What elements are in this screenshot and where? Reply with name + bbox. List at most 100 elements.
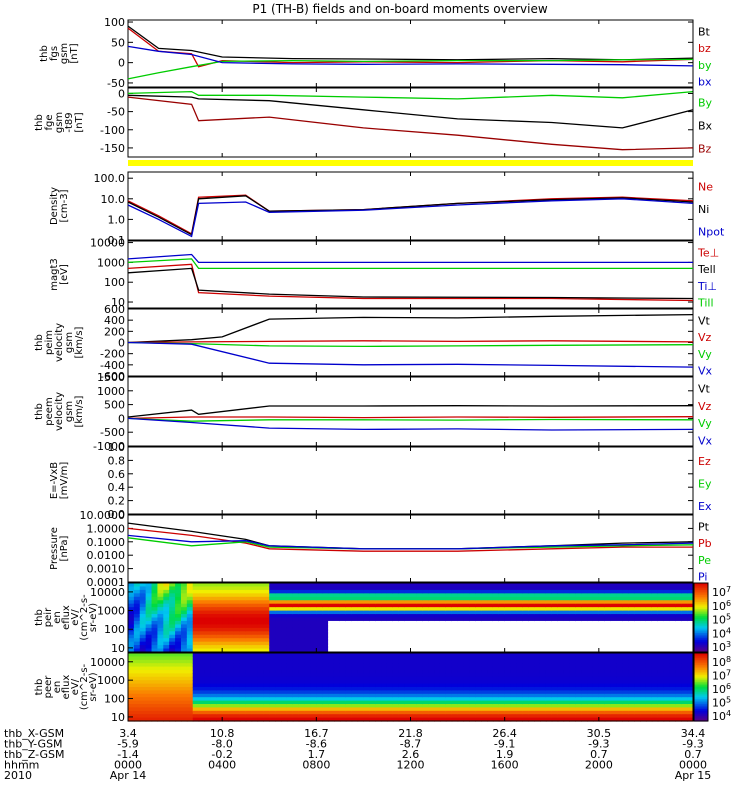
x-tick-label: -1.4 bbox=[117, 748, 138, 761]
spectrogram-cell bbox=[157, 610, 164, 615]
spectrogram-cell bbox=[604, 600, 612, 605]
spectrogram-cell bbox=[151, 680, 159, 685]
spectrogram-cell bbox=[198, 717, 206, 722]
y-tick-label: 1.0 bbox=[108, 213, 126, 226]
spectrogram-cell bbox=[492, 631, 500, 636]
spectrogram-cell bbox=[369, 683, 376, 688]
spectrogram-cell bbox=[663, 641, 671, 646]
spectrogram-cell bbox=[316, 687, 323, 691]
spectrogram-cell bbox=[322, 603, 329, 608]
spectrogram-cell bbox=[404, 589, 412, 594]
spectrogram-cell bbox=[286, 697, 294, 702]
spectrogram-cell bbox=[410, 710, 417, 715]
spectrogram-cell bbox=[657, 690, 665, 695]
spectrogram-cell bbox=[339, 673, 347, 678]
spectrogram-cell bbox=[298, 631, 306, 636]
spectrogram-cell bbox=[575, 700, 582, 705]
spectrogram-cell bbox=[563, 670, 571, 674]
spectrogram-cell bbox=[645, 680, 653, 685]
spectrogram-cell bbox=[510, 627, 518, 632]
spectrogram-cell bbox=[534, 676, 541, 681]
spectrogram-cell bbox=[522, 641, 529, 646]
spectrogram-cell bbox=[416, 700, 423, 705]
spectrogram-cell bbox=[663, 714, 671, 719]
spectrogram-cell bbox=[139, 627, 147, 632]
spectrogram-cell bbox=[369, 656, 376, 661]
spectrogram-cell bbox=[310, 600, 317, 605]
spectrogram-cell bbox=[286, 603, 294, 608]
spectrogram-cell bbox=[504, 676, 512, 681]
spectrogram-cell bbox=[687, 586, 694, 591]
spectrogram-cell bbox=[275, 634, 282, 639]
spectrogram-cell bbox=[563, 620, 571, 625]
spectrogram-cell bbox=[157, 717, 164, 722]
spectrogram-cell bbox=[210, 634, 217, 639]
spectrogram-cell bbox=[392, 593, 400, 598]
spectrogram-cell bbox=[275, 663, 282, 668]
spectrogram-cell bbox=[663, 620, 671, 625]
spectrogram-cell bbox=[469, 687, 476, 691]
spectrogram-cell bbox=[622, 697, 629, 702]
spectrogram-cell bbox=[245, 648, 253, 653]
spectrogram-cell bbox=[551, 659, 559, 664]
spectrogram-cell bbox=[169, 717, 176, 722]
spectrogram-cell bbox=[575, 596, 582, 601]
spectrogram-cell bbox=[492, 697, 500, 702]
spectrogram-cell bbox=[498, 659, 506, 664]
spectrogram-cell bbox=[557, 707, 565, 712]
spectrogram-cell bbox=[651, 656, 659, 661]
spectrogram-cell bbox=[522, 593, 529, 598]
spectrogram-cell bbox=[357, 680, 365, 685]
spectrogram-cell bbox=[416, 676, 423, 681]
series-vt-line bbox=[127, 313, 694, 344]
spectrogram-cell bbox=[481, 641, 488, 646]
spectrogram-cell bbox=[328, 638, 335, 643]
spectrogram-cell bbox=[351, 645, 359, 650]
spectrogram-cell bbox=[445, 607, 453, 612]
spectrogram-cell bbox=[651, 714, 659, 719]
spectrogram-cell bbox=[210, 603, 217, 608]
legend-tell: Tell bbox=[697, 263, 716, 276]
spectrogram-cell bbox=[687, 596, 694, 601]
spectrogram-cell bbox=[245, 607, 253, 612]
spectrogram-cell bbox=[251, 620, 259, 625]
spectrogram-cell bbox=[204, 670, 211, 674]
spectrogram-cell bbox=[551, 676, 559, 681]
spectrogram-cell bbox=[610, 631, 618, 636]
spectrogram-cell bbox=[151, 620, 159, 625]
spectrogram-cell bbox=[281, 673, 288, 678]
spectrogram-cell bbox=[316, 683, 323, 688]
spectrogram-cell bbox=[216, 704, 223, 708]
spectrogram-cell bbox=[651, 707, 659, 712]
spectrogram-cell bbox=[451, 676, 459, 681]
spectrogram-cell bbox=[457, 614, 465, 619]
spectrogram-cell bbox=[657, 603, 665, 608]
spectrogram-cell bbox=[463, 583, 470, 588]
spectrogram-cell bbox=[263, 707, 270, 712]
spectrogram-cell bbox=[457, 600, 465, 605]
spectrogram-cell bbox=[587, 596, 594, 601]
spectrogram-cell bbox=[339, 717, 347, 722]
spectrogram-cell bbox=[398, 593, 406, 598]
spectrogram-cell bbox=[163, 666, 170, 671]
spectrogram-cell bbox=[192, 666, 200, 671]
spectrogram-cell bbox=[528, 710, 535, 715]
spectrogram-cell bbox=[245, 596, 253, 601]
spectrogram-cell bbox=[463, 607, 470, 612]
spectrogram-cell bbox=[381, 603, 388, 608]
spectrogram-cell bbox=[328, 596, 335, 601]
spectrogram-cell bbox=[681, 707, 688, 712]
spectrogram-cell bbox=[216, 614, 223, 619]
spectrogram-cell bbox=[575, 704, 582, 708]
spectrogram-cell bbox=[534, 656, 541, 661]
spectrogram-cell bbox=[663, 690, 671, 695]
spectrogram-cell bbox=[610, 673, 618, 678]
spectrogram-cell bbox=[239, 663, 247, 668]
spectrogram-cell bbox=[186, 666, 194, 671]
colorbar-cell bbox=[694, 634, 708, 638]
spectrogram-cell bbox=[333, 673, 341, 678]
spectrogram-cell bbox=[198, 656, 206, 661]
spectrogram-cell bbox=[269, 704, 276, 708]
spectrogram-cell bbox=[233, 603, 241, 608]
